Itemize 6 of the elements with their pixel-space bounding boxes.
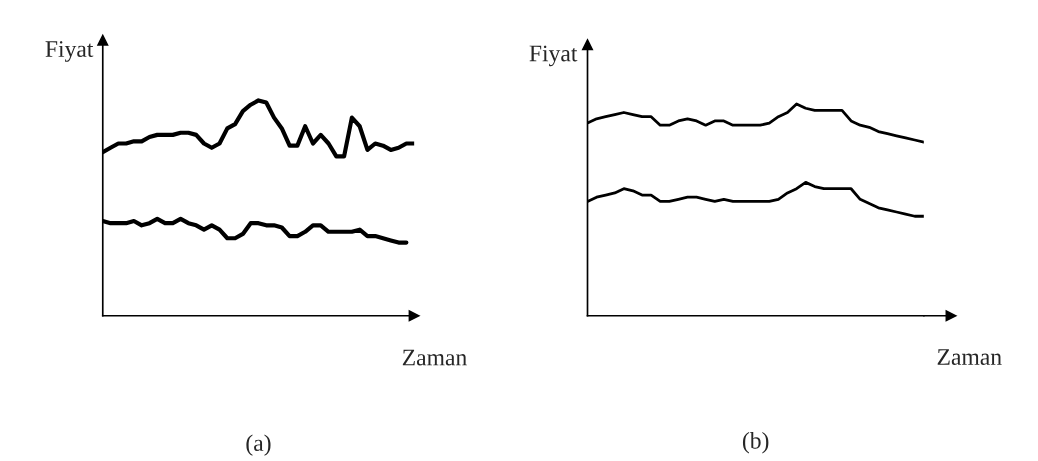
x-axis-title: Zaman: [937, 349, 1002, 365]
y-axis-title: Fiyat: [529, 45, 578, 67]
x-axis-title: Zaman: [402, 349, 467, 366]
text: (b): [742, 432, 769, 454]
y-axis-title: Fiyat: [45, 41, 94, 62]
text: (a): [246, 434, 271, 456]
